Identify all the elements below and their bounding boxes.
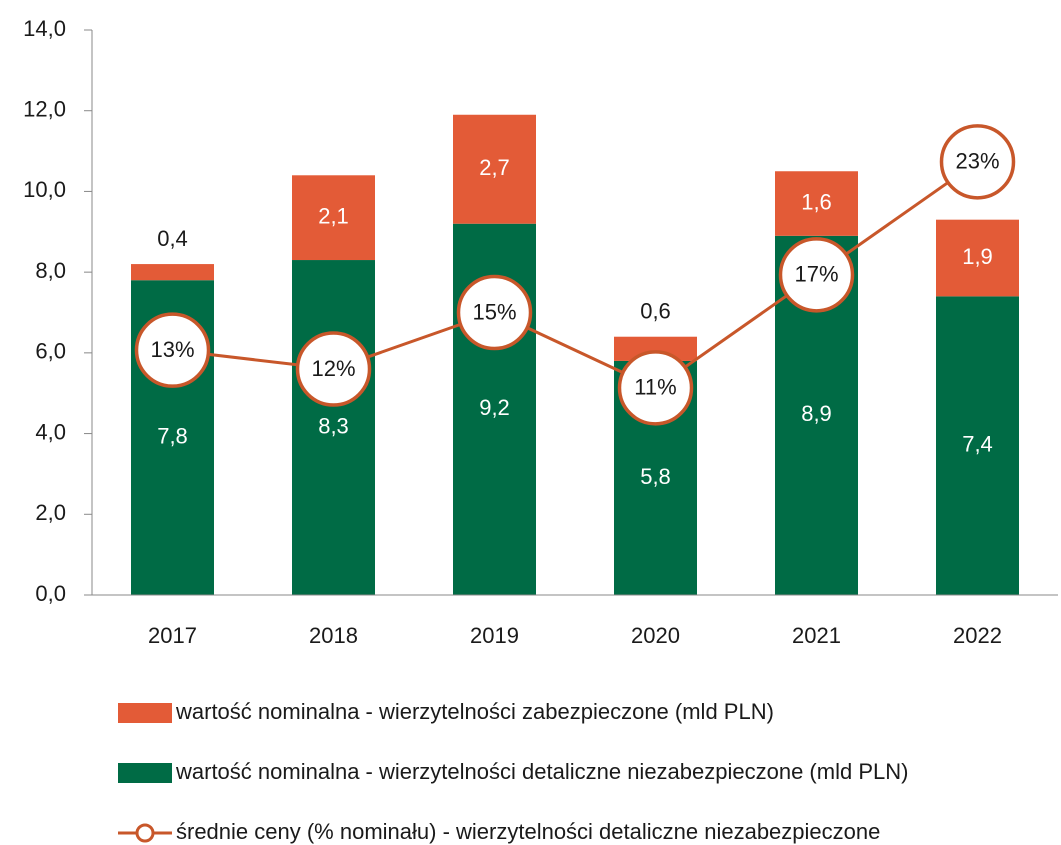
- line-marker: [295, 331, 372, 407]
- y-tick-label: 14,0: [23, 16, 66, 41]
- line-marker: [456, 274, 533, 351]
- data-label: 8,3: [318, 413, 349, 438]
- x-tick-label: 2021: [792, 623, 841, 648]
- x-tick-label: 2020: [631, 623, 680, 648]
- y-tick-label: 10,0: [23, 177, 66, 202]
- x-tick-label: 2019: [470, 623, 519, 648]
- data-label: 1,6: [801, 189, 832, 214]
- data-label: 8,9: [801, 401, 832, 426]
- data-label: 7,8: [157, 423, 188, 448]
- bar-segment: [936, 296, 1019, 595]
- x-tick-label: 2018: [309, 623, 358, 648]
- line-marker: [939, 124, 1016, 200]
- legend-swatch: [118, 703, 172, 723]
- data-label: 5,8: [640, 464, 671, 489]
- legend-swatch: [135, 823, 155, 843]
- data-label: 13%: [150, 337, 194, 362]
- x-tick-label: 2022: [953, 623, 1002, 648]
- legend-label: wartość nominalna - wierzytelności detal…: [175, 759, 908, 784]
- line-marker: [617, 350, 694, 426]
- bar-segment: [775, 171, 858, 236]
- data-label: 9,2: [479, 395, 510, 420]
- y-tick-label: 8,0: [35, 258, 66, 283]
- data-label: 2,1: [318, 203, 349, 228]
- data-label: 7,4: [962, 431, 993, 456]
- data-label: 0,6: [640, 299, 671, 324]
- data-label: 17%: [794, 262, 838, 287]
- line-marker: [134, 312, 211, 388]
- data-label: 15%: [472, 299, 516, 324]
- legend-label: średnie ceny (% nominału) - wierzytelnoś…: [176, 819, 880, 844]
- y-tick-label: 12,0: [23, 97, 66, 122]
- y-tick-label: 6,0: [35, 339, 66, 364]
- bar-segment: [131, 264, 214, 281]
- y-tick-label: 2,0: [35, 500, 66, 525]
- data-label: 2,7: [479, 155, 510, 180]
- data-label: 12%: [311, 356, 355, 381]
- y-tick-label: 4,0: [35, 419, 66, 444]
- data-label: 0,4: [157, 226, 188, 251]
- x-tick-label: 2017: [148, 623, 197, 648]
- data-label: 11%: [634, 375, 676, 400]
- bar-segment: [292, 175, 375, 261]
- data-label: 23%: [955, 149, 999, 174]
- y-tick-label: 0,0: [35, 581, 66, 606]
- bar-segment: [453, 114, 536, 224]
- bar-segment: [936, 219, 1019, 297]
- data-label: 1,9: [962, 244, 993, 269]
- legend-swatch: [118, 763, 172, 783]
- bar-segment: [292, 260, 375, 595]
- line-marker: [778, 237, 855, 313]
- legend-label: wartość nominalna - wierzytelności zabez…: [175, 699, 774, 724]
